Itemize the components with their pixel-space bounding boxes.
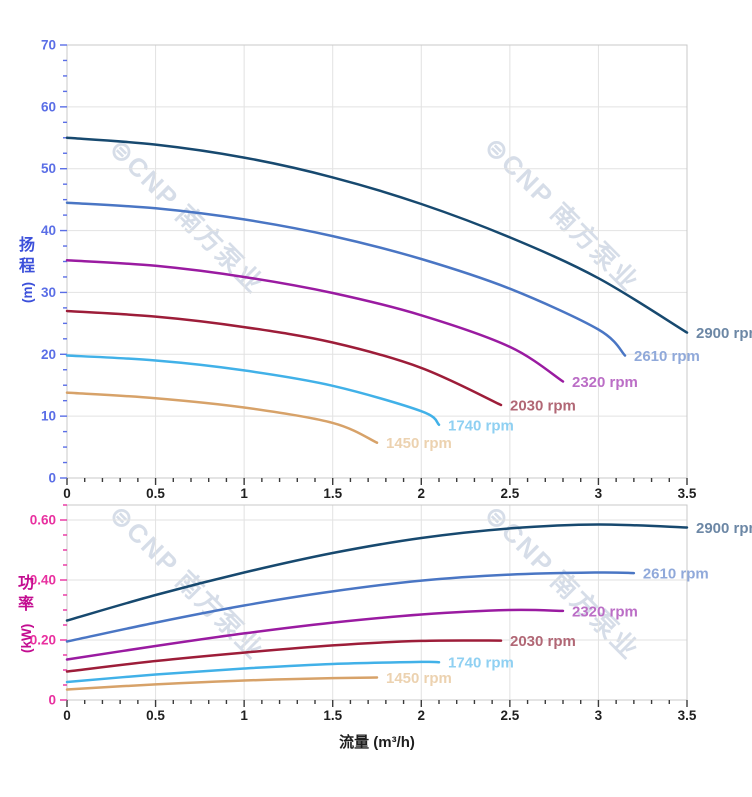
curve-2900-rpm — [65, 136, 689, 334]
x-tick-label: 3.5 — [678, 486, 697, 501]
curve-1740-rpm — [65, 354, 441, 427]
curve-label-2900-rpm: 2900 rpm — [696, 325, 752, 342]
curve-2610-rpm — [65, 571, 636, 643]
x-tick-label: 1.5 — [323, 486, 342, 501]
y-tick-label: 0.20 — [30, 633, 56, 648]
y-axis-title-char: 程 — [19, 257, 35, 275]
curve-label-2610-rpm: 2610 rpm — [634, 348, 700, 365]
curve-label-2610-rpm: 2610 rpm — [643, 566, 709, 583]
curve-label-2030-rpm: 2030 rpm — [510, 398, 576, 415]
x-axis-ticks — [66, 700, 688, 707]
y-tick-labels: 0 10 20 30 40 50 60 70 — [41, 38, 56, 486]
watermark-group: ⊜CNP 南方泵业 ⊜CNP 南方泵业 — [104, 131, 645, 299]
curve-label-1740-rpm: 1740 rpm — [448, 655, 514, 672]
curve-label-2320-rpm: 2320 rpm — [572, 603, 638, 620]
x-tick-label: 0.5 — [146, 486, 165, 501]
x-tick-label: 0 — [63, 708, 71, 723]
y-axis-title-char: 率 — [18, 594, 34, 613]
curve-2030-rpm — [65, 309, 503, 407]
curve-label-1740-rpm: 1740 rpm — [448, 417, 514, 434]
x-tick-labels: 0 0.5 1 1.5 2 2.5 3 3.5 — [63, 708, 697, 723]
y-tick-label: 60 — [41, 99, 56, 114]
y-axis-title: 扬程 (m) — [19, 235, 35, 303]
x-tick-label: 2.5 — [500, 708, 519, 723]
x-tick-label: 1 — [240, 708, 248, 723]
curve-2320-rpm — [65, 259, 565, 383]
curve-1450-rpm — [65, 391, 379, 444]
curve-label-2320-rpm: 2320 rpm — [572, 374, 638, 391]
y-tick-label: 0.60 — [30, 513, 56, 528]
y-axis-ticks — [60, 504, 67, 701]
y-tick-labels: 0 0.20 0.40 0.60 — [30, 513, 56, 708]
x-tick-labels: 0 0.5 1 1.5 2 2.5 3 3.5 — [63, 486, 697, 501]
y-axis-unit: (m) — [20, 282, 35, 303]
curve-label-2900-rpm: 2900 rpm — [696, 520, 752, 537]
x-tick-label: 0 — [63, 486, 71, 501]
x-tick-label: 3.5 — [678, 708, 697, 723]
curve-label-1450-rpm: 1450 rpm — [386, 435, 452, 452]
x-tick-label: 1.5 — [323, 708, 342, 723]
curve-2610-rpm — [65, 201, 627, 357]
y-tick-label: 30 — [41, 285, 56, 300]
x-tick-label: 0.5 — [146, 708, 165, 723]
y-tick-label: 0 — [48, 471, 56, 486]
y-tick-label: 0.40 — [30, 573, 56, 588]
y-axis-title-char: 扬 — [19, 235, 35, 254]
x-axis-ticks — [66, 478, 688, 485]
y-tick-label: 20 — [41, 347, 56, 362]
x-tick-label: 3 — [595, 708, 603, 723]
x-tick-label: 2 — [418, 486, 426, 501]
x-tick-label: 2 — [418, 708, 426, 723]
y-tick-label: 70 — [41, 38, 56, 53]
curve-2900-rpm — [65, 523, 689, 622]
y-tick-label: 40 — [41, 223, 56, 238]
x-tick-label: 2.5 — [500, 486, 519, 501]
curve-label-2030-rpm: 2030 rpm — [510, 633, 576, 650]
brand-watermark: ⊜CNP 南方泵业 — [479, 131, 645, 297]
curve-1740-rpm — [65, 660, 441, 684]
y-axis-title: 功率 (kW) — [18, 574, 34, 653]
plot-border — [66, 504, 688, 701]
y-tick-label: 50 — [41, 161, 56, 176]
x-tick-label: 1 — [240, 486, 248, 501]
y-axis-unit: (kW) — [19, 624, 34, 653]
curve-2320-rpm — [65, 608, 565, 661]
curve-2030-rpm — [65, 639, 503, 673]
y-axis-title-char: 功 — [18, 574, 34, 592]
y-tick-label: 10 — [41, 409, 56, 424]
x-tick-label: 3 — [595, 486, 603, 501]
x-axis-title: 流量 (m³/h) — [339, 733, 415, 751]
curve-label-1450-rpm: 1450 rpm — [386, 670, 452, 687]
y-tick-label: 0 — [48, 693, 56, 708]
y-axis-ticks — [60, 44, 67, 479]
curve-1450-rpm — [65, 676, 379, 691]
